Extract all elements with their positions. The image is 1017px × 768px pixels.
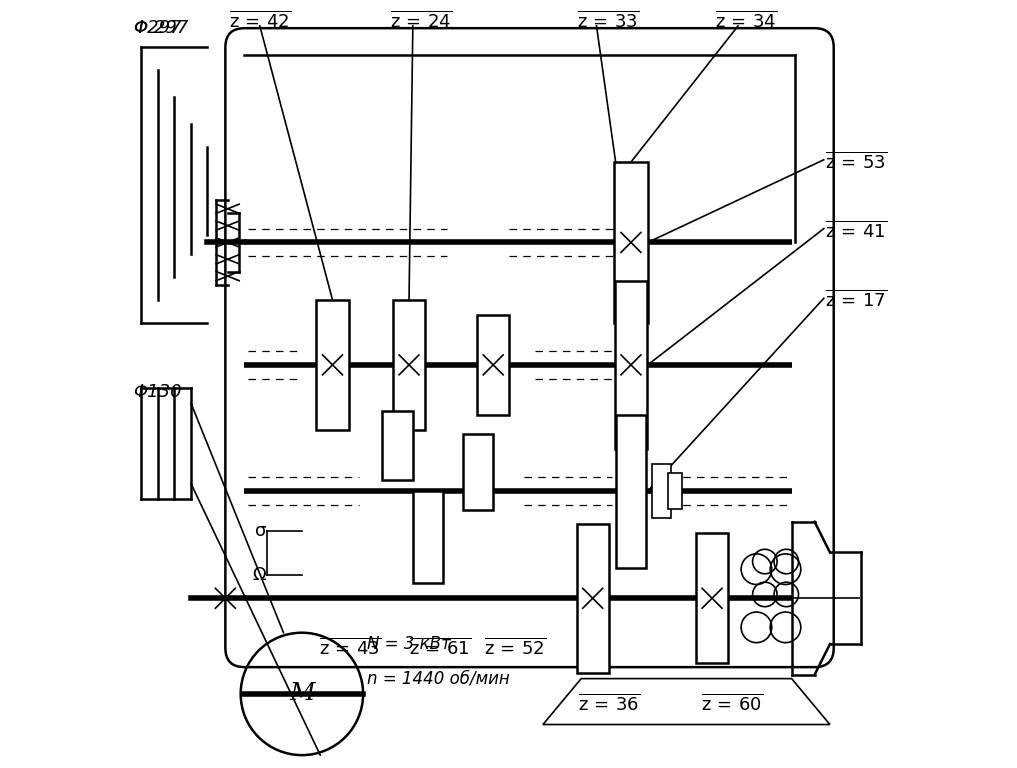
Bar [393, 300, 425, 430]
Text: $\overline{\mathrm{z\,=\,53}}$: $\overline{\mathrm{z\,=\,53}}$ [825, 152, 887, 173]
Bar [615, 415, 646, 568]
Text: $\overline{\mathrm{z\,=\,17}}$: $\overline{\mathrm{z\,=\,17}}$ [825, 290, 887, 310]
Bar [615, 280, 647, 449]
Bar [382, 411, 413, 480]
Text: Φ130: Φ130 [133, 382, 182, 401]
Bar [477, 315, 510, 415]
Text: $\overline{\mathrm{z\,=\,24}}$: $\overline{\mathrm{z\,=\,24}}$ [390, 10, 453, 31]
Text: Φ297: Φ297 [133, 19, 182, 37]
Text: $\overline{\mathrm{z\,=\,34}}$: $\overline{\mathrm{z\,=\,34}}$ [715, 10, 777, 31]
Text: Φ 297: Φ 297 [133, 19, 188, 37]
Bar [463, 434, 493, 510]
Bar [668, 473, 682, 509]
Text: $\overline{\mathrm{z\,=\,42}}$: $\overline{\mathrm{z\,=\,42}}$ [229, 10, 292, 31]
Text: n = 1440 об/мин: n = 1440 об/мин [367, 670, 510, 687]
Bar [613, 162, 648, 323]
Text: $\overline{\mathrm{z\,=\,36}}$: $\overline{\mathrm{z\,=\,36}}$ [578, 694, 641, 714]
Text: N = 3 кВт: N = 3 кВт [367, 635, 451, 653]
Text: σ: σ [254, 522, 265, 540]
Text: $\overline{\mathrm{z\,=\,41}}$: $\overline{\mathrm{z\,=\,41}}$ [825, 220, 887, 241]
Text: $\overline{\mathrm{z\,=\,33}}$: $\overline{\mathrm{z\,=\,33}}$ [578, 10, 640, 31]
Bar [577, 524, 609, 673]
Text: $\overline{\mathrm{z\,=\,61}}$: $\overline{\mathrm{z\,=\,61}}$ [409, 637, 471, 658]
Text: $\overline{\mathrm{z\,=\,43}}$: $\overline{\mathrm{z\,=\,43}}$ [319, 637, 381, 658]
Text: $\overline{\mathrm{z\,=\,52}}$: $\overline{\mathrm{z\,=\,52}}$ [484, 637, 546, 658]
Bar [696, 533, 728, 664]
Text: Ω: Ω [252, 566, 265, 584]
Bar [316, 300, 349, 430]
Text: M: M [289, 683, 314, 706]
Bar [413, 491, 443, 583]
Bar [652, 465, 671, 518]
FancyBboxPatch shape [226, 28, 834, 667]
Text: $\overline{\mathrm{z\,=\,60}}$: $\overline{\mathrm{z\,=\,60}}$ [702, 694, 764, 714]
